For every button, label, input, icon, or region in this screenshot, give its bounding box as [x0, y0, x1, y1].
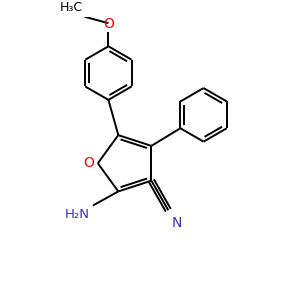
Text: O: O	[84, 156, 94, 170]
Text: N: N	[171, 216, 181, 230]
Text: O: O	[103, 17, 114, 31]
Text: H₃C: H₃C	[60, 1, 83, 14]
Text: H₂N: H₂N	[64, 208, 89, 221]
